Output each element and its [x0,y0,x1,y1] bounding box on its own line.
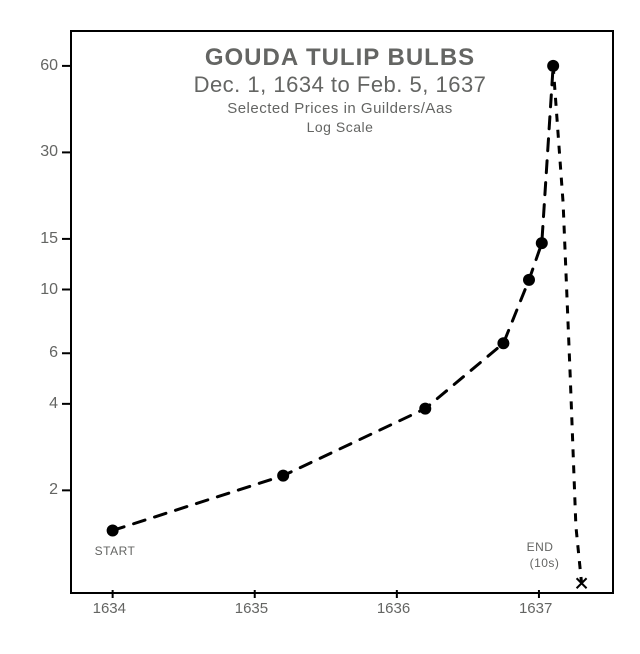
x-tick-label: 1636 [377,600,410,617]
y-tick-label: 2 [49,481,58,499]
x-tick-label: 1634 [93,600,126,617]
y-tick-label: 10 [40,281,58,299]
x-tick-label: 1635 [235,600,268,617]
chart-title: GOUDA TULIP BULBS [70,44,610,72]
y-tick-label: 15 [40,230,58,248]
y-tick-label: 30 [40,143,58,161]
chart-frame: GOUDA TULIP BULBS Dec. 1, 1634 to Feb. 5… [0,0,640,654]
y-tick-label: 4 [49,395,58,413]
chart-subtitle-date: Dec. 1, 1634 to Feb. 5, 1637 [70,72,610,98]
chart-subtitle-metric: Selected Prices in Guilders/Aas [70,100,610,117]
end-label: END [527,540,554,554]
start-label: START [95,544,136,558]
end-sub-label: (10s) [530,556,560,570]
y-tick-label: 60 [40,57,58,75]
chart-subtitle-scale: Log Scale [70,119,610,135]
x-tick-label: 1637 [519,600,552,617]
y-tick-label: 6 [49,344,58,362]
